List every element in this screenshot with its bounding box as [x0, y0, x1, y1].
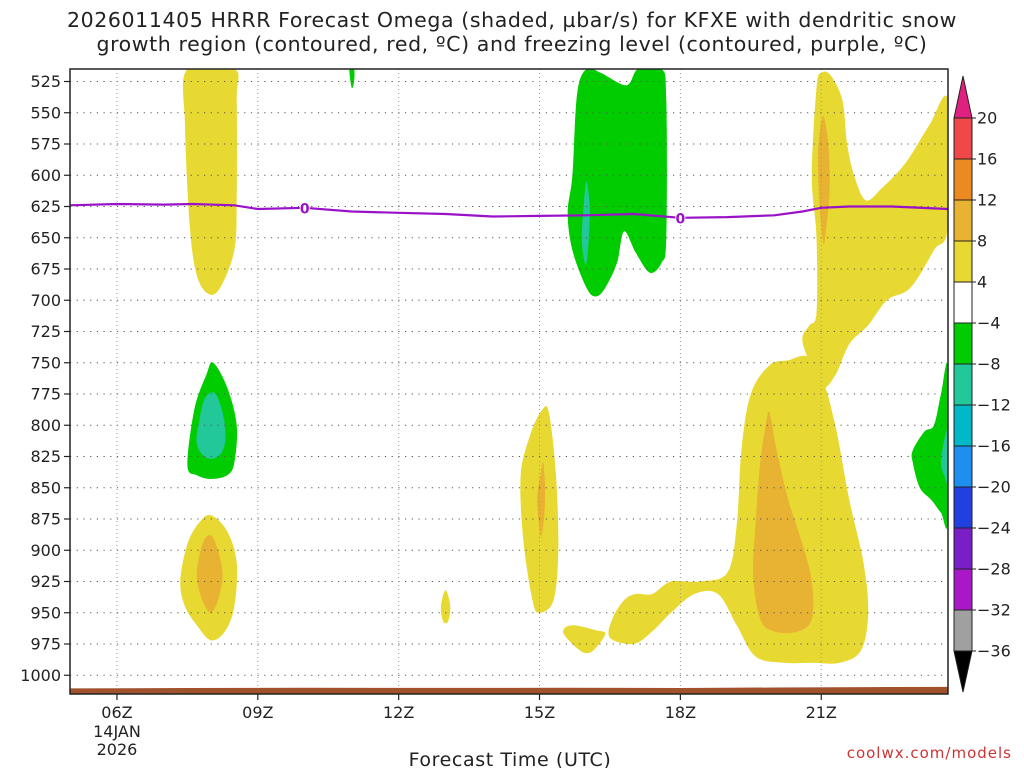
colorbar-swatch — [953, 240, 973, 283]
omega-region-yellow-blob-16z-low — [563, 625, 606, 654]
y-tick-label: 825 — [30, 447, 61, 466]
colorbar-swatch — [953, 322, 973, 365]
colorbar-swatch — [953, 158, 973, 201]
y-tick-label: 550 — [30, 103, 61, 122]
colorbar-label: −16 — [977, 437, 1011, 456]
colorbar-label: −8 — [977, 355, 1001, 374]
x-tick-label: 09Z — [242, 703, 273, 722]
freezing-level: 00 — [70, 200, 948, 227]
y-tick-label: 625 — [30, 197, 61, 216]
colorbar-swatch — [953, 363, 973, 406]
y-tick-label: 1000 — [20, 666, 61, 685]
x-tick-label: 12Z — [383, 703, 414, 722]
colorbar-label: −28 — [977, 560, 1011, 579]
chart-title-line1: 2026011405 HRRR Forecast Omega (shaded, … — [66, 8, 958, 32]
y-tick-label: 950 — [30, 603, 61, 622]
colorbar-label: 8 — [977, 232, 987, 251]
colorbar-label: 4 — [977, 273, 987, 292]
colorbar-swatch — [953, 609, 973, 652]
terrain — [70, 686, 948, 694]
x-tick-label: 21Z — [806, 703, 837, 722]
colorbar-swatch — [953, 486, 973, 529]
y-tick-label: 850 — [30, 478, 61, 497]
omega-shading — [180, 69, 948, 664]
colorbar: 20 16 12 8 4 −4 −8 −12 −16 −20 −24 −28 −32 −36 — [953, 75, 1011, 693]
y-axis: 525 550 575 600 625 650 675 700 725 750 775 800 825 8… — [20, 72, 70, 685]
y-tick-label: 750 — [30, 353, 61, 372]
y-tick-label: 525 — [30, 72, 61, 91]
omega-region-orange-col-21z — [817, 116, 830, 245]
colorbar-swatch — [953, 281, 973, 324]
colorbar-swatch — [953, 199, 973, 242]
freezing-level-label-bg-0 — [299, 200, 310, 215]
colorbar-label: −4 — [977, 314, 1001, 333]
colorbar-label: −36 — [977, 642, 1011, 661]
freezing-level-label-bg-1 — [675, 210, 686, 225]
plot-frame — [69, 68, 949, 695]
x-tick-label: 18Z — [665, 703, 696, 722]
colorbar-swatch — [953, 527, 973, 570]
colorbar-cap-bottom — [953, 650, 973, 693]
x-tick-sublabel-date: 14JAN — [93, 722, 141, 741]
colorbar-label: −12 — [977, 396, 1011, 415]
omega-region-green-blob-23z — [911, 362, 948, 529]
grid — [70, 69, 948, 694]
omega-region-yellow-col-21z — [802, 71, 948, 389]
y-tick-label: 800 — [30, 416, 61, 435]
x-tick-label: 06Z — [101, 703, 132, 722]
y-tick-label: 650 — [30, 228, 61, 247]
colorbar-label: −20 — [977, 478, 1011, 497]
omega-region-orange-blob-08z-low — [196, 535, 223, 613]
terrain-fill — [70, 686, 948, 694]
y-tick-label: 725 — [30, 322, 61, 341]
credit-label[interactable]: coolwx.com/models — [846, 744, 1012, 762]
colorbar-swatch — [953, 445, 973, 488]
colorbar-label: 20 — [977, 109, 997, 128]
omega-region-yellow-band-17z-22z-low — [608, 355, 869, 664]
omega-region-yellow-col-08z — [182, 69, 239, 295]
freezing-level-label: 0 — [300, 201, 310, 217]
y-tick-label: 900 — [30, 541, 61, 560]
colorbar-swatch — [953, 404, 973, 447]
y-tick-label: 975 — [30, 635, 61, 654]
colorbar-swatch — [953, 117, 973, 160]
y-tick-label: 925 — [30, 572, 61, 591]
freezing-level-label: 0 — [675, 211, 685, 227]
y-tick-label: 575 — [30, 135, 61, 154]
colorbar-label: 16 — [977, 150, 997, 169]
omega-region-yellow-speck-13z — [440, 590, 451, 624]
omega-region-green-col-16z — [567, 69, 667, 297]
freezing-level-line — [70, 202, 948, 219]
omega-region-teal-spot-23z — [941, 429, 948, 485]
omega-region-teal-spot-16z — [581, 181, 590, 265]
y-tick-label: 700 — [30, 291, 61, 310]
colorbar-label: −32 — [977, 601, 1011, 620]
x-axis-title: Forecast Time (UTC) — [409, 749, 612, 768]
y-tick-label: 600 — [30, 166, 61, 185]
omega-region-orange-blob-20z-low — [752, 411, 814, 634]
colorbar-label: −24 — [977, 519, 1011, 538]
colorbar-swatch — [953, 568, 973, 611]
colorbar-cap-top — [953, 75, 973, 119]
y-tick-label: 675 — [30, 260, 61, 279]
omega-region-green-speck-11z — [349, 69, 355, 89]
chart-title-line2: growth region (contoured, red, ºC) and f… — [96, 32, 928, 56]
chart-title: 2026011405 HRRR Forecast Omega (shaded, … — [0, 8, 1024, 56]
colorbar-label: 12 — [977, 191, 997, 210]
x-tick-label: 15Z — [524, 703, 555, 722]
x-tick-sublabel-year: 2026 — [97, 740, 138, 759]
y-tick-label: 775 — [30, 385, 61, 404]
y-tick-label: 875 — [30, 510, 61, 529]
